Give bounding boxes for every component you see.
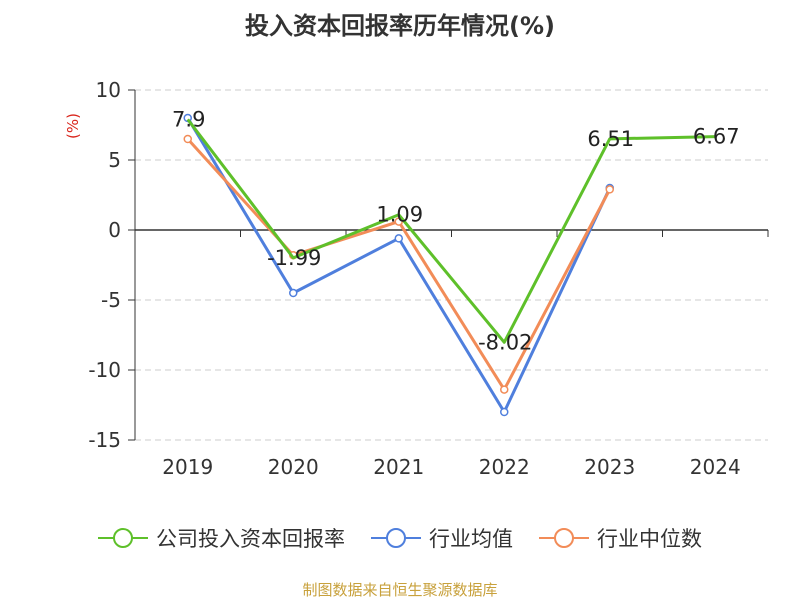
data-label: -8.02 (478, 330, 532, 354)
legend-marker-company (98, 528, 148, 548)
legend-label-industry-median: 行业中位数 (597, 527, 702, 551)
x-tick-label: 2019 (162, 455, 213, 479)
data-point (605, 185, 614, 194)
x-tick-label: 2020 (268, 455, 319, 479)
x-tick-label: 2022 (479, 455, 530, 479)
data-label: 1.09 (376, 203, 423, 227)
chart-title: 投入资本回报率历年情况(%) (245, 12, 555, 40)
y-tick-label: -5 (101, 288, 121, 312)
data-label: 6.67 (693, 125, 740, 149)
legend: 公司投入资本回报率 行业均值 行业中位数 (0, 520, 800, 556)
x-tick-label: 2023 (584, 455, 635, 479)
data-point (500, 407, 509, 417)
data-point (500, 385, 509, 394)
data-label: 6.51 (587, 127, 634, 151)
data-point (394, 234, 403, 243)
y-tick-label: 0 (108, 218, 121, 242)
series-line (186, 118, 716, 344)
data-point (394, 217, 403, 226)
series-line (186, 117, 612, 414)
legend-item-industry-mean[interactable]: 行业均值 (371, 523, 513, 553)
y-tick-label: 5 (108, 148, 121, 172)
line-chart: 10 5 0 -5 -10 -15 (%) 2019 2020 2021 2022 2023 2024 7… (64, 78, 769, 479)
legend-item-company[interactable]: 公司投入资本回报率 (98, 523, 345, 553)
y-tick-label: 10 (96, 78, 121, 102)
x-tick-label: 2024 (690, 455, 741, 479)
legend-item-industry-median[interactable]: 行业中位数 (539, 523, 702, 553)
data-label: -1.99 (267, 246, 321, 270)
data-source-note: 制图数据来自恒生聚源数据库 (302, 581, 498, 599)
data-point (289, 288, 298, 298)
legend-label-company: 公司投入资本回报率 (156, 527, 345, 551)
series-line (186, 137, 612, 392)
legend-marker-industry-mean (371, 528, 421, 548)
data-point (183, 134, 192, 144)
y-axis-label: (%) (64, 113, 82, 139)
legend-marker-industry-median (539, 528, 589, 548)
data-label: 7.9 (172, 107, 205, 131)
y-tick-label: -10 (88, 358, 121, 382)
x-tick-label: 2021 (373, 455, 424, 479)
y-tick-label: -15 (88, 428, 121, 452)
legend-label-industry-mean: 行业均值 (429, 527, 513, 551)
